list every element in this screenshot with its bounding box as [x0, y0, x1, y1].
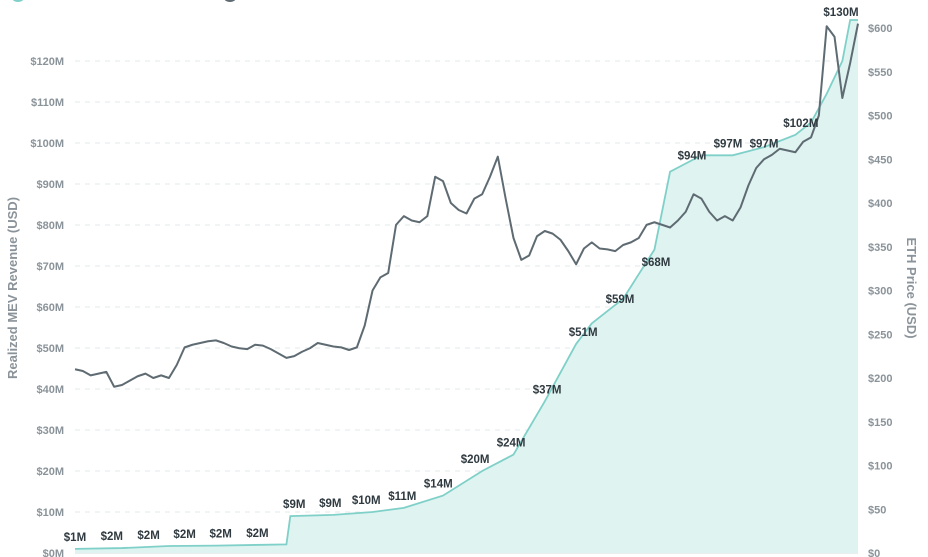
- left-tick-label: $30M: [36, 425, 64, 437]
- data-label: $2M: [209, 529, 231, 541]
- left-tick-label: $110M: [31, 97, 64, 109]
- right-tick-label: $300: [868, 286, 892, 298]
- left-tick-label: $10M: [36, 507, 64, 519]
- data-label: $130M: [823, 7, 858, 19]
- eth-line-layer: [74, 23, 859, 388]
- right-axis-ticks: $0 $50 $100 $150 $200 $250 $300 $350 $400 $450 $50…: [868, 23, 892, 557]
- data-label: $51M: [569, 327, 598, 339]
- data-label: $10M: [352, 495, 381, 507]
- right-tick-label: $450: [868, 154, 892, 166]
- right-tick-label: $500: [868, 111, 892, 123]
- legend-swatch-mev: [12, 0, 24, 2]
- left-tick-label: $0M: [43, 548, 64, 557]
- data-label: $2M: [101, 531, 123, 543]
- right-tick-label: $150: [868, 417, 892, 429]
- left-axis-title: Realized MEV Revenue (USD): [5, 197, 20, 379]
- data-label: $24M: [497, 438, 526, 450]
- data-labels: $1M $2M $2M $2M $2M $2M $9M $9M $10M $11M $14M $20M…: [64, 7, 859, 544]
- right-tick-label: $350: [868, 242, 892, 254]
- left-tick-label: $60M: [36, 302, 64, 314]
- left-tick-label: $90M: [36, 179, 64, 191]
- mev-area-line: [74, 19, 858, 550]
- data-label: $97M: [750, 138, 779, 150]
- right-tick-label: $50: [868, 504, 886, 516]
- right-tick-label: $550: [868, 67, 892, 79]
- data-label: $1M: [64, 532, 86, 544]
- data-label: $14M: [424, 479, 453, 491]
- right-tick-label: $200: [868, 373, 892, 385]
- right-tick-label: $400: [868, 198, 892, 210]
- data-label: $37M: [533, 384, 562, 396]
- right-tick-label: $250: [868, 329, 892, 341]
- left-tick-label: $50M: [36, 343, 64, 355]
- data-label: $9M: [283, 499, 305, 511]
- data-label: $11M: [388, 491, 416, 503]
- left-tick-label: $70M: [36, 261, 64, 273]
- right-tick-label: $0: [868, 548, 880, 557]
- data-label: $102M: [783, 118, 818, 130]
- data-label: $68M: [642, 257, 671, 269]
- data-label: $97M: [714, 138, 743, 150]
- data-label: $94M: [678, 151, 707, 163]
- left-tick-label: $100M: [30, 138, 64, 150]
- data-label: $20M: [461, 454, 490, 466]
- data-label: $59M: [606, 294, 635, 306]
- left-tick-label: $120M: [30, 56, 64, 68]
- data-label: $2M: [246, 528, 268, 540]
- data-label: $9M: [319, 498, 341, 510]
- data-label: $2M: [173, 529, 195, 541]
- right-tick-label: $600: [868, 23, 892, 35]
- legend-swatch-eth: [224, 0, 236, 2]
- left-axis-ticks: $0M $10M $20M $30M $40M $50M $60M $70M $80M $90M $…: [30, 56, 64, 557]
- left-tick-label: $80M: [36, 220, 64, 232]
- right-tick-label: $100: [868, 461, 892, 473]
- chart-legend: [12, 0, 236, 2]
- left-tick-label: $40M: [36, 384, 64, 396]
- data-label: $2M: [137, 530, 159, 542]
- right-axis-title: ETH Price (USD): [904, 237, 919, 338]
- mev-area-layer: [74, 19, 858, 553]
- mev-area-fill: [75, 20, 858, 553]
- left-tick-label: $20M: [36, 466, 64, 478]
- eth-price-line: [74, 23, 859, 388]
